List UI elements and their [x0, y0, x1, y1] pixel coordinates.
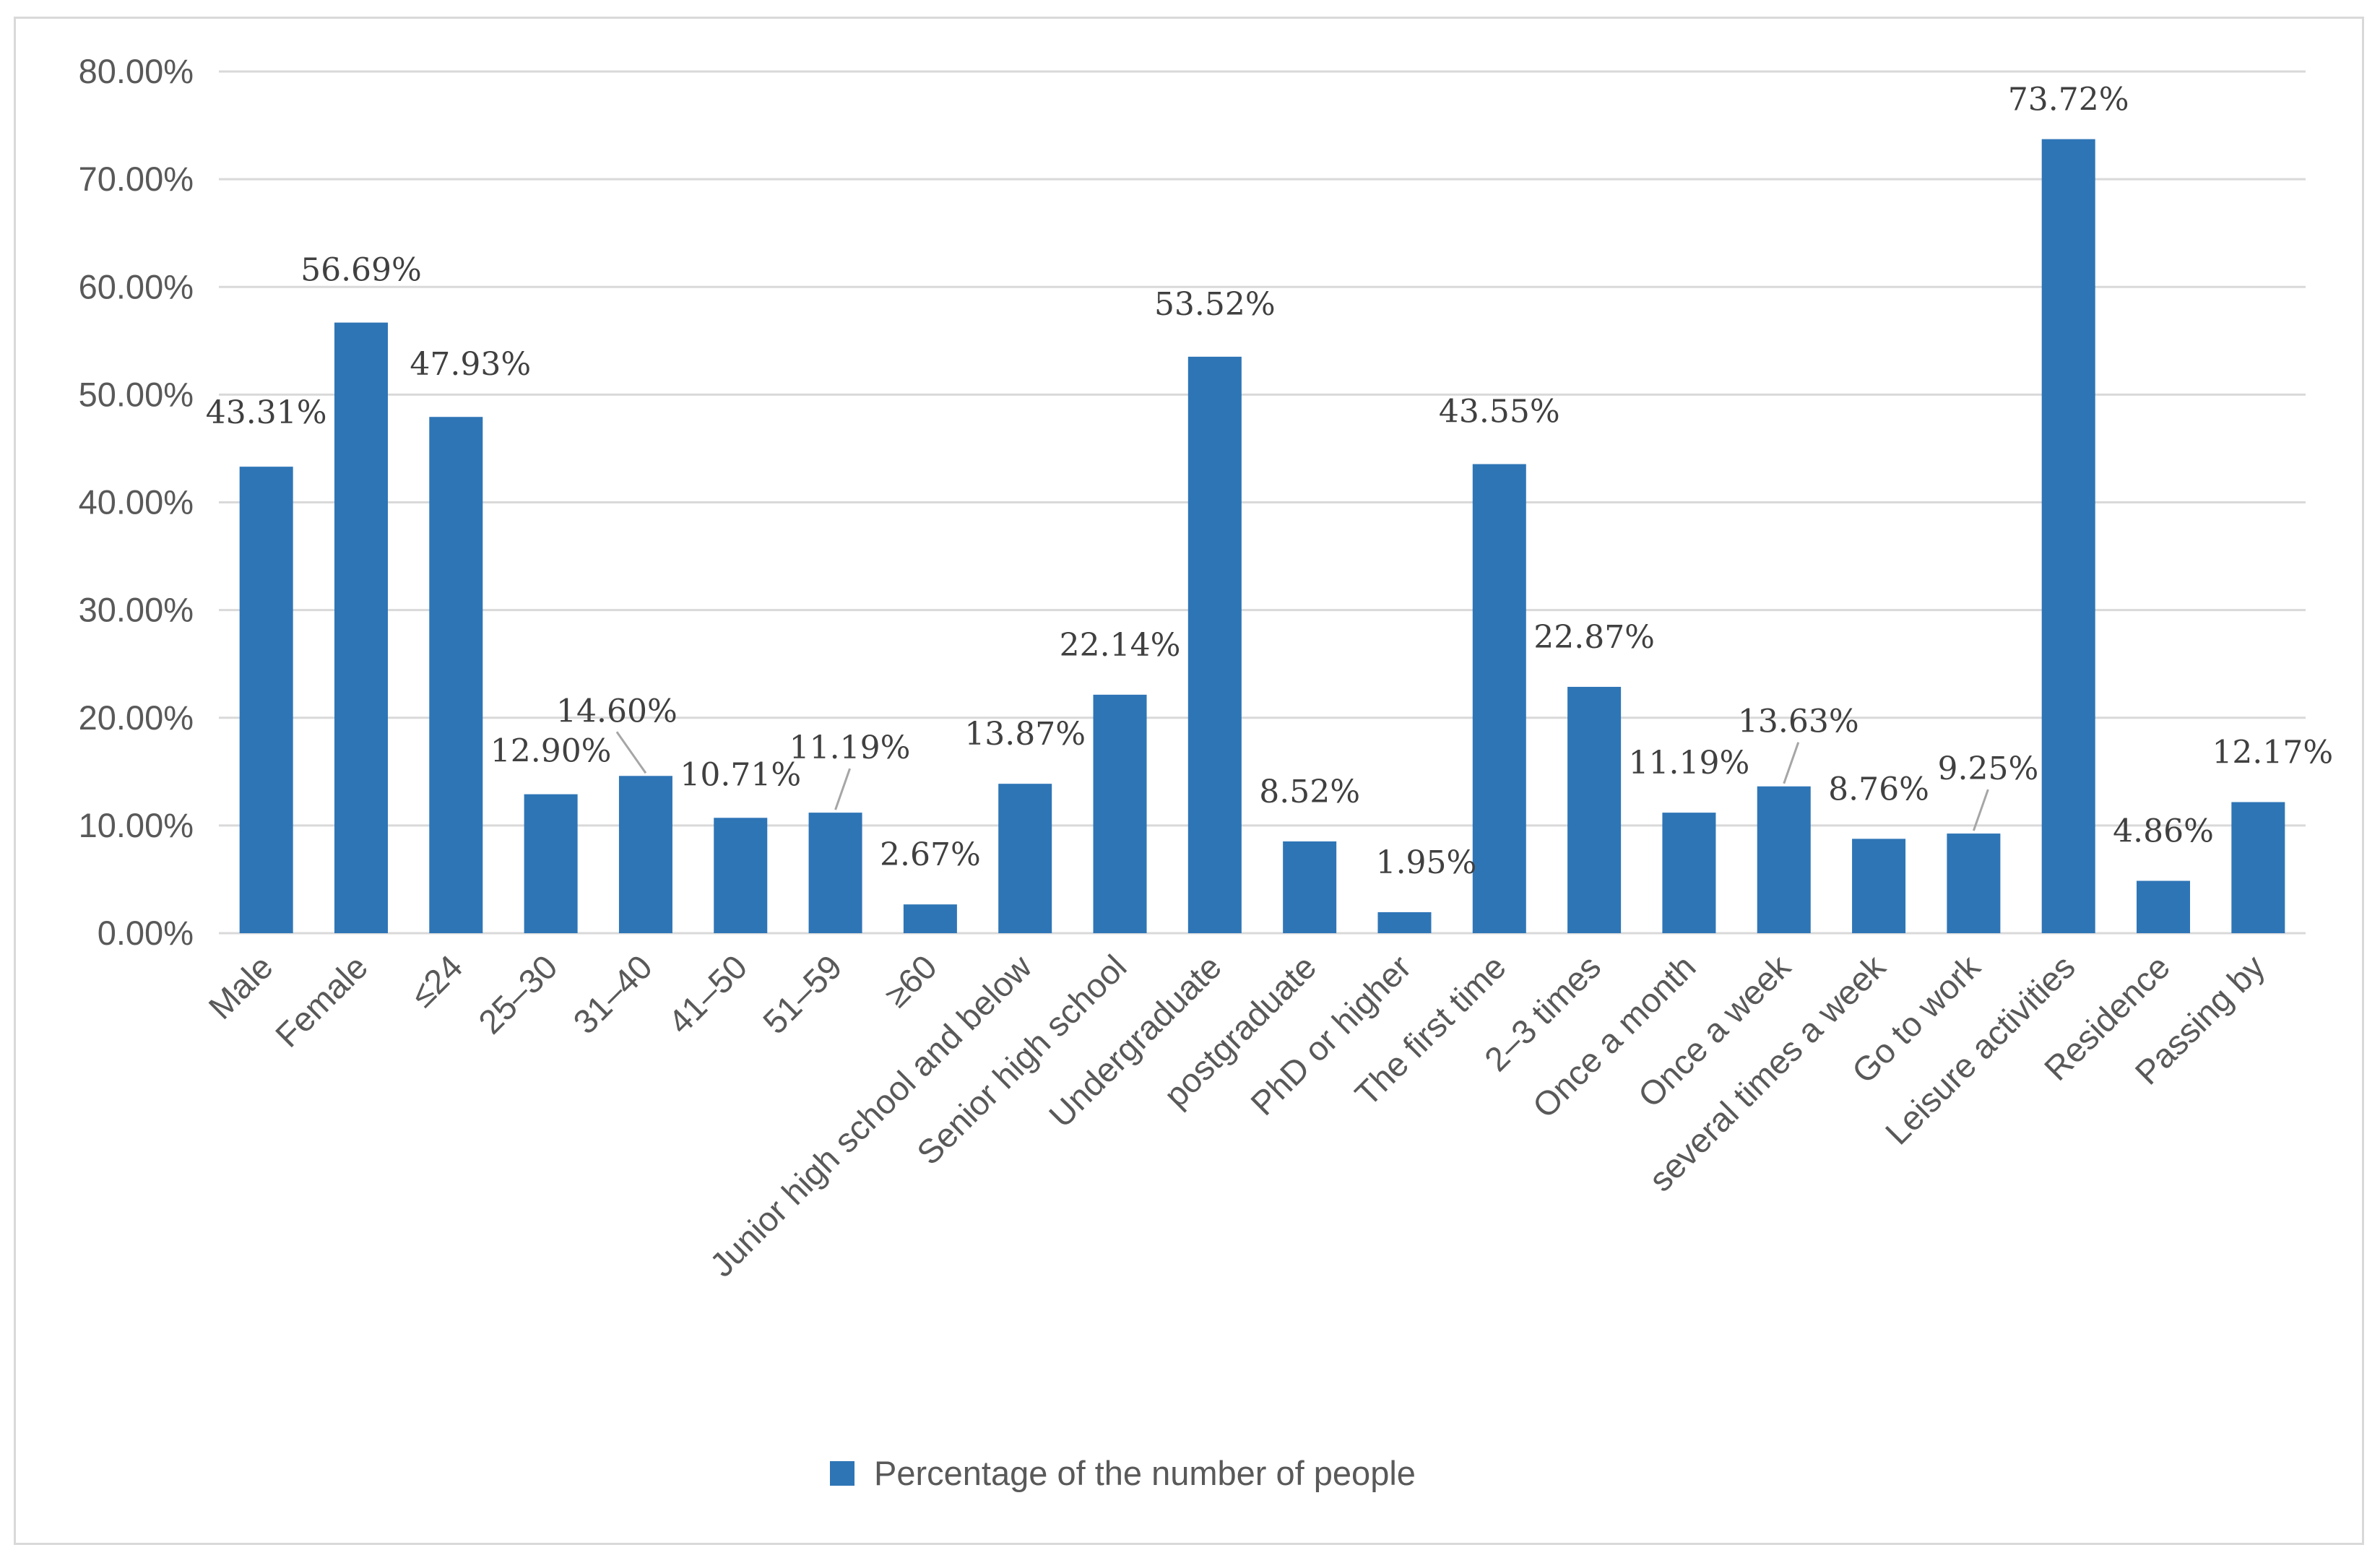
bar: [618, 776, 672, 933]
y-tick-label: 50.00%: [79, 375, 194, 413]
data-label: 47.93%: [410, 346, 531, 383]
data-label: 13.87%: [964, 716, 1086, 753]
y-tick-label: 80.00%: [79, 52, 194, 90]
y-axis-tick-labels: 0.00% 10.00% 20.00% 30.00% 40.00% 50.00% 60.00…: [79, 52, 194, 952]
legend-swatch: [830, 1461, 854, 1486]
y-tick-label: 20.00%: [79, 698, 194, 737]
category-label: Undergraduate: [1042, 948, 1229, 1135]
category-label: 51–59: [756, 948, 849, 1042]
y-tick-label: 70.00%: [79, 160, 194, 198]
data-label: 22.14%: [1060, 627, 1181, 664]
bar: [903, 904, 957, 933]
data-label: 13.63%: [1738, 703, 1859, 740]
data-label: 11.19%: [1629, 745, 1750, 782]
bar: [1472, 464, 1526, 933]
bar: [1187, 356, 1242, 933]
leader-line: [834, 768, 851, 810]
y-tick-label: 60.00%: [79, 267, 194, 306]
data-label: 53.52%: [1154, 286, 1276, 323]
bar: [239, 467, 293, 933]
bar: [808, 813, 862, 933]
legend-label: Percentage of the number of people: [874, 1454, 1416, 1492]
bar: [524, 794, 578, 933]
bar: [334, 322, 388, 934]
data-labels: 43.31%56.69%47.93%12.90%14.60%10.71%11.1…: [206, 82, 2333, 881]
data-label: 1.95%: [1376, 844, 1477, 881]
data-label: 43.31%: [206, 394, 327, 431]
category-label: ≥60: [877, 948, 944, 1015]
data-label: 73.72%: [2008, 82, 2129, 118]
data-label: 10.71%: [680, 756, 801, 793]
leader-line: [1972, 789, 1989, 831]
leader-line: [1783, 742, 1800, 784]
data-label: 4.86%: [2113, 813, 2214, 850]
bar: [1377, 912, 1432, 933]
bar: [1662, 813, 1716, 933]
data-label: 56.69%: [300, 252, 422, 289]
y-tick-label: 10.00%: [79, 806, 194, 844]
bar: [2041, 139, 2095, 933]
data-label: 9.25%: [1937, 750, 2038, 787]
bar: [1093, 694, 1147, 933]
data-label: 14.60%: [556, 693, 678, 729]
bar: [1852, 839, 1906, 933]
legend: Percentage of the number of people: [830, 1454, 1416, 1492]
bar: [1567, 686, 1622, 933]
bar: [998, 784, 1052, 933]
data-label: 8.76%: [1828, 771, 1929, 808]
bar: [429, 417, 483, 933]
category-label: Male: [201, 948, 280, 1027]
data-label: 43.55%: [1439, 394, 1560, 430]
category-label: 25–30: [471, 948, 565, 1042]
bars: [239, 139, 2285, 934]
y-tick-label: 0.00%: [98, 914, 194, 952]
data-label: 2.67%: [880, 836, 981, 873]
category-label: ≤24: [403, 948, 470, 1015]
data-label: 11.19%: [789, 729, 911, 766]
data-label: 12.90%: [490, 733, 612, 770]
category-label: 31–40: [566, 948, 659, 1042]
leader-line: [615, 731, 647, 774]
y-tick-label: 30.00%: [79, 591, 194, 629]
bar: [1757, 786, 1811, 933]
y-tick-label: 40.00%: [79, 483, 194, 521]
category-label: Female: [268, 948, 375, 1055]
bar: [2231, 802, 2285, 933]
bar: [1947, 834, 2001, 933]
category-label: 41–50: [660, 948, 754, 1042]
data-label: 8.52%: [1259, 774, 1360, 810]
category-label: Once a month: [1525, 948, 1702, 1125]
bar: [1283, 841, 1337, 933]
bar: [2137, 880, 2191, 933]
data-label: 12.17%: [2212, 735, 2333, 771]
bar: [714, 818, 768, 933]
data-label: 22.87%: [1533, 619, 1655, 656]
